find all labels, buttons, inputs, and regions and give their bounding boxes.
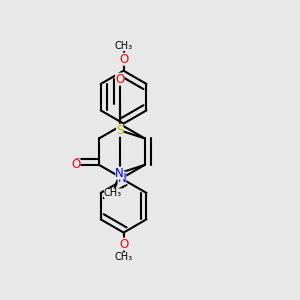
Text: O: O <box>71 158 81 171</box>
Text: S: S <box>116 124 123 137</box>
Text: O: O <box>119 238 128 250</box>
Text: O: O <box>119 53 128 66</box>
Text: CH₃: CH₃ <box>104 188 122 198</box>
Text: CH₃: CH₃ <box>115 252 133 262</box>
Text: O: O <box>115 73 124 85</box>
Text: N: N <box>115 167 124 179</box>
Text: CH₃: CH₃ <box>115 41 133 51</box>
Text: N: N <box>118 172 126 184</box>
